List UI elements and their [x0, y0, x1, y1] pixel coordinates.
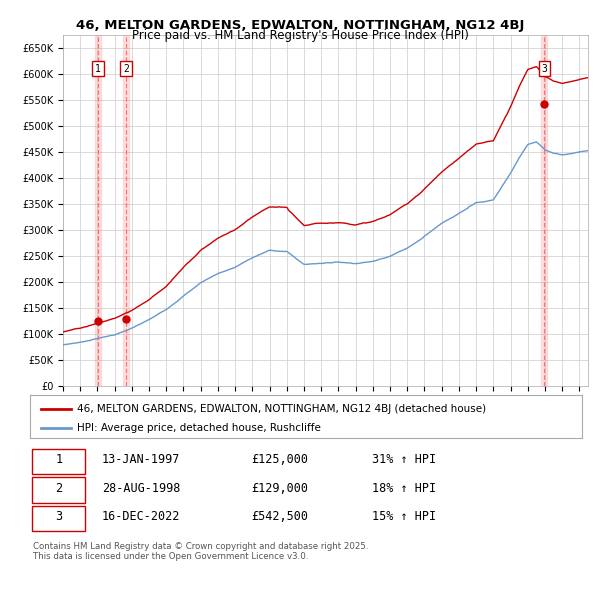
Text: 2: 2 [55, 481, 62, 494]
Text: 28-AUG-1998: 28-AUG-1998 [102, 481, 180, 494]
Bar [95, 35, 101, 386]
Text: £542,500: £542,500 [251, 510, 308, 523]
FancyBboxPatch shape [32, 449, 85, 474]
Text: 15% ↑ HPI: 15% ↑ HPI [372, 510, 436, 523]
Bar [541, 35, 547, 386]
Text: 18% ↑ HPI: 18% ↑ HPI [372, 481, 436, 494]
Text: £125,000: £125,000 [251, 453, 308, 466]
FancyBboxPatch shape [32, 506, 85, 531]
Text: 16-DEC-2022: 16-DEC-2022 [102, 510, 180, 523]
Text: 1: 1 [95, 64, 101, 74]
Bar [123, 35, 129, 386]
Text: 3: 3 [541, 64, 547, 74]
Text: Contains HM Land Registry data © Crown copyright and database right 2025.
This d: Contains HM Land Registry data © Crown c… [33, 542, 368, 561]
Text: HPI: Average price, detached house, Rushcliffe: HPI: Average price, detached house, Rush… [77, 424, 321, 434]
Text: £129,000: £129,000 [251, 481, 308, 494]
Text: 46, MELTON GARDENS, EDWALTON, NOTTINGHAM, NG12 4BJ: 46, MELTON GARDENS, EDWALTON, NOTTINGHAM… [76, 19, 524, 32]
Text: 1: 1 [55, 453, 62, 466]
FancyBboxPatch shape [32, 477, 85, 503]
Text: 3: 3 [55, 510, 62, 523]
Text: 13-JAN-1997: 13-JAN-1997 [102, 453, 180, 466]
Text: 46, MELTON GARDENS, EDWALTON, NOTTINGHAM, NG12 4BJ (detached house): 46, MELTON GARDENS, EDWALTON, NOTTINGHAM… [77, 404, 486, 414]
Text: Price paid vs. HM Land Registry's House Price Index (HPI): Price paid vs. HM Land Registry's House … [131, 30, 469, 42]
Text: 2: 2 [123, 64, 129, 74]
Text: 31% ↑ HPI: 31% ↑ HPI [372, 453, 436, 466]
